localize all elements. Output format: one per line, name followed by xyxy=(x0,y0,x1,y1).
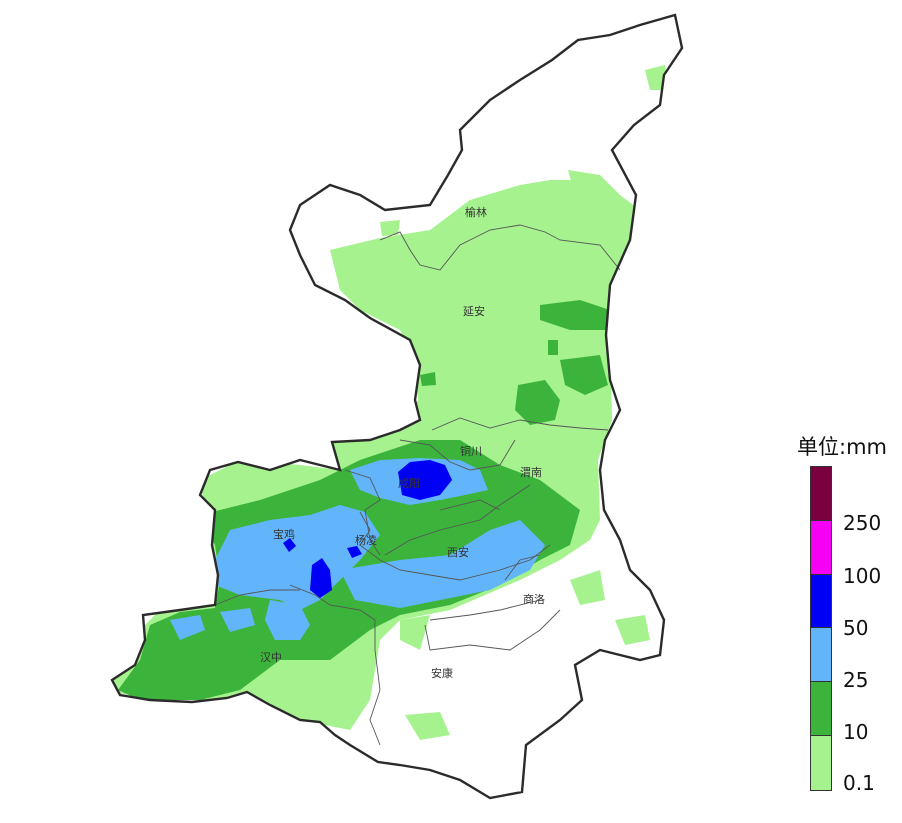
city-label-yanan: 延安 xyxy=(463,304,485,318)
city-label-baoji: 宝鸡 xyxy=(273,527,295,541)
legend-tick-label: 250 xyxy=(843,511,882,535)
legend-tick-label: 25 xyxy=(843,668,869,692)
city-label-xian: 西安 xyxy=(447,545,469,559)
city-label-yulin: 榆林 xyxy=(465,205,487,219)
precipitation-shading xyxy=(112,65,668,740)
legend-tick-label: 100 xyxy=(843,564,882,588)
city-label-ankang: 安康 xyxy=(431,666,453,680)
legend-tick-label: 0.1 xyxy=(843,771,875,795)
legend-swatch xyxy=(811,467,831,521)
city-label-shangluo: 商洛 xyxy=(523,592,545,606)
legend-swatch xyxy=(811,574,831,629)
legend-swatch xyxy=(811,736,831,790)
city-label-weinan: 渭南 xyxy=(520,466,542,479)
city-boundaries xyxy=(214,224,621,746)
legend-swatch xyxy=(811,628,831,683)
city-label-xianyang: 咸阳 xyxy=(398,477,420,490)
province-border xyxy=(110,13,684,800)
city-label-yangling: 杨凌 xyxy=(355,533,377,547)
city-labels: 榆林 延安 铜川 渭南 咸阳 宝鸡 杨凌 西安 商洛 汉中 安康 xyxy=(260,205,545,680)
city-label-hanzhong: 汉中 xyxy=(260,651,282,664)
legend-title: 单位:mm xyxy=(797,435,887,459)
legend-tick-label: 10 xyxy=(843,720,869,744)
legend-tick-label: 50 xyxy=(843,616,869,640)
legend-swatch xyxy=(811,682,831,737)
city-label-tongchuan: 铜川 xyxy=(460,444,482,458)
legend-swatch xyxy=(811,520,831,575)
legend-color-bar xyxy=(810,466,832,791)
